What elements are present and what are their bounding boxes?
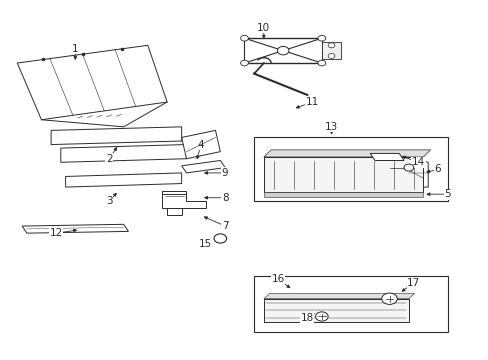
Text: 18: 18 [300, 313, 313, 323]
Bar [254, 276, 447, 332]
Polygon shape [162, 194, 205, 208]
Circle shape [240, 35, 248, 41]
Circle shape [327, 54, 334, 58]
Text: 15: 15 [199, 239, 212, 249]
Circle shape [277, 46, 288, 55]
Text: 14: 14 [411, 157, 424, 167]
Text: 17: 17 [406, 278, 420, 288]
Text: 7: 7 [222, 221, 228, 231]
Polygon shape [22, 224, 128, 233]
Circle shape [403, 164, 413, 171]
Polygon shape [61, 145, 186, 162]
Bar [264, 157, 423, 192]
Text: 9: 9 [222, 168, 228, 178]
Text: 3: 3 [105, 196, 112, 206]
Polygon shape [264, 150, 430, 157]
Polygon shape [264, 293, 414, 299]
Circle shape [317, 35, 325, 41]
Polygon shape [167, 208, 181, 215]
Circle shape [327, 43, 334, 48]
Text: 12: 12 [49, 228, 62, 238]
Circle shape [214, 234, 226, 243]
Text: 5: 5 [443, 189, 450, 199]
Circle shape [317, 60, 325, 66]
Polygon shape [17, 45, 167, 120]
Polygon shape [65, 173, 181, 187]
Polygon shape [51, 127, 181, 145]
Bar [264, 299, 408, 322]
Polygon shape [181, 161, 224, 173]
Text: 1: 1 [72, 44, 79, 54]
Bar [254, 138, 447, 201]
Polygon shape [389, 152, 427, 187]
Circle shape [315, 312, 327, 321]
Circle shape [240, 60, 248, 66]
Polygon shape [369, 153, 403, 161]
Polygon shape [162, 191, 186, 201]
Circle shape [381, 293, 396, 305]
Text: 2: 2 [105, 154, 112, 164]
Text: 10: 10 [257, 23, 270, 33]
Text: 4: 4 [197, 140, 204, 149]
Text: 16: 16 [271, 274, 285, 284]
Text: 8: 8 [222, 193, 228, 203]
Bar [264, 192, 423, 197]
Text: 6: 6 [434, 165, 440, 174]
Polygon shape [181, 130, 220, 159]
Polygon shape [321, 42, 341, 59]
Text: 11: 11 [305, 97, 318, 107]
Text: 13: 13 [324, 122, 338, 132]
